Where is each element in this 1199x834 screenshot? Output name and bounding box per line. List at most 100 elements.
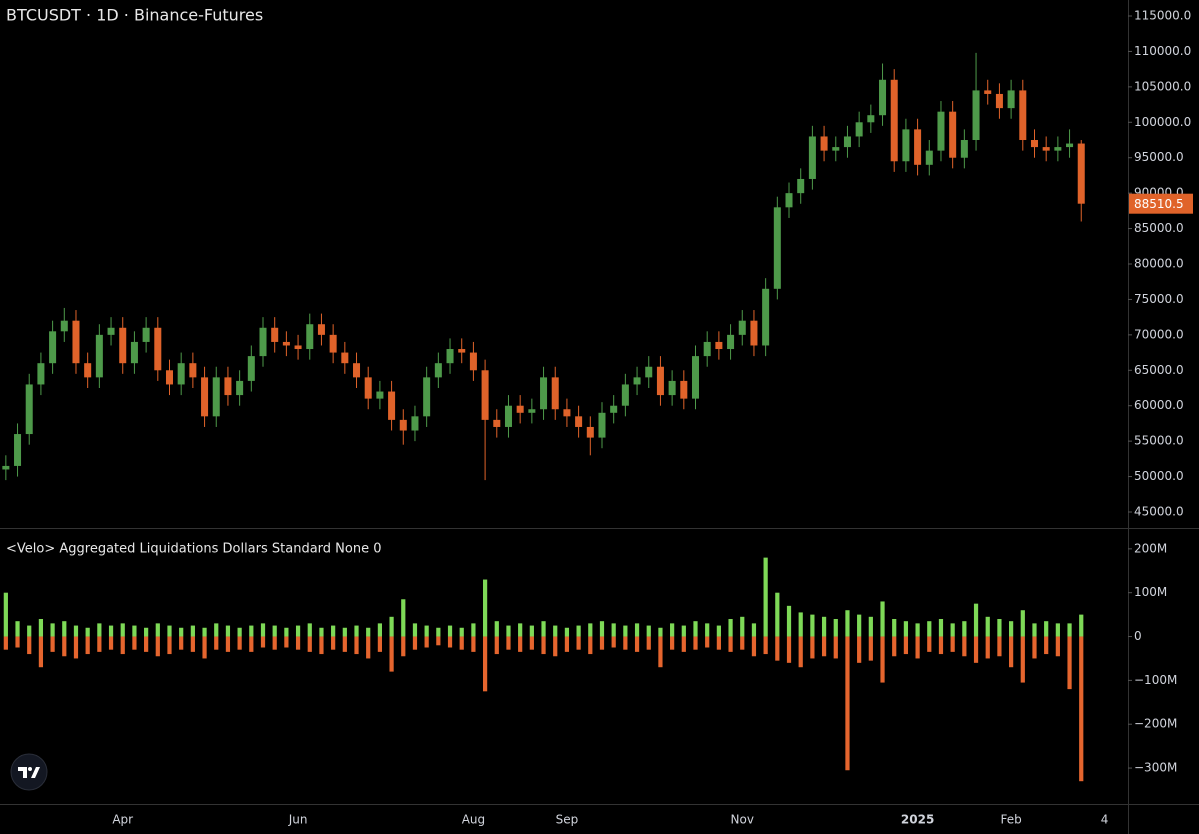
liquidation-bar (3, 592, 8, 637)
candle-body (119, 327, 127, 364)
candle-body (177, 363, 185, 385)
candle-body (282, 341, 290, 346)
y-tick-label: −200M (1134, 717, 1177, 731)
y-tick-label: 95000.0 (1134, 150, 1184, 164)
candle-body (820, 136, 828, 151)
liquidation-bar (319, 627, 324, 637)
liquidation-bar (85, 627, 90, 637)
x-tick-label: Nov (731, 813, 754, 827)
liquidation-bar (541, 636, 546, 655)
candle-body (586, 426, 594, 438)
liquidation-bar (1079, 636, 1084, 782)
liquidation-bar (97, 623, 102, 637)
liquidation-bar (272, 625, 277, 637)
liquidation-bar (225, 636, 231, 652)
candle-body (516, 405, 524, 413)
liquidation-bar (810, 636, 815, 659)
liquidation-bar (880, 601, 885, 637)
liquidation-bar (716, 625, 721, 637)
liquidation-bar (354, 625, 359, 637)
liquidation-bar (599, 636, 605, 650)
liquidation-bar (646, 636, 651, 650)
liquidation-bar (541, 621, 546, 637)
candle-body (306, 324, 314, 350)
liquidation-bar (295, 636, 301, 650)
liquidation-bar (915, 636, 920, 659)
y-tick-label: −100M (1134, 673, 1177, 687)
liquidation-bar (179, 636, 184, 650)
liquidation-bar (751, 623, 757, 637)
candle-body (703, 341, 711, 357)
candle-body (879, 79, 887, 116)
liquidation-bar (705, 636, 710, 648)
liquidation-bar (27, 636, 32, 655)
liquidation-bar (1032, 636, 1037, 659)
liquidation-bar (681, 636, 686, 652)
liquidation-bar (997, 636, 1002, 657)
candle-body (25, 384, 33, 435)
liquidation-bar (973, 603, 979, 637)
candle-body (60, 320, 68, 332)
liquidation-bar (108, 625, 114, 637)
liquidation-bar (108, 636, 114, 650)
y-tick-label: 50000.0 (1134, 469, 1184, 483)
liquidation-bar (167, 636, 172, 655)
liquidation-bar (401, 599, 406, 637)
candle-body (353, 363, 361, 378)
liquidation-bar (1067, 623, 1072, 637)
tradingview-logo[interactable] (10, 753, 48, 791)
candle-body (189, 363, 197, 378)
liquidation-bar (1032, 623, 1037, 637)
liquidation-bar (459, 627, 464, 637)
liquidation-bar (73, 625, 79, 637)
liquidation-bar (144, 636, 149, 652)
y-tick-label: 60000.0 (1134, 398, 1184, 412)
liquidation-bar (249, 625, 254, 637)
liquidation-bar (786, 636, 792, 663)
liquidation-bar (821, 616, 827, 637)
liquidation-bar (646, 625, 651, 637)
liquidation-bar (588, 623, 593, 637)
candle-body (773, 207, 781, 289)
liquidation-bar (389, 636, 394, 672)
last-price-box (1129, 193, 1193, 214)
y-tick-label: 75000.0 (1134, 292, 1184, 306)
candle-body (762, 288, 770, 346)
liquidation-bar (412, 623, 418, 637)
candle-body (493, 419, 501, 427)
liquidation-bar (693, 621, 698, 637)
logo-circle (10, 753, 48, 791)
liquidation-bar (798, 636, 803, 668)
candle-body (937, 111, 945, 151)
liquidation-bar (366, 636, 371, 659)
candle-body (797, 178, 805, 194)
x-tick-label: Sep (556, 813, 579, 827)
liquidation-bar (1067, 636, 1072, 690)
liquidation-bar (728, 636, 733, 652)
liquidation-bar (1055, 636, 1060, 657)
liquidation-bar (763, 636, 768, 655)
liquidation-bar (962, 636, 967, 657)
candle-body (399, 419, 407, 431)
liquidation-bar (658, 636, 663, 668)
liquidation-bar (892, 618, 897, 637)
logo-glyph (18, 767, 40, 778)
liquidation-bar (751, 636, 757, 657)
liquidation-bar (927, 636, 932, 652)
candle-body (130, 341, 138, 364)
liquidation-bar (857, 614, 862, 637)
candle-body (621, 384, 629, 406)
liquidation-bar (892, 636, 897, 657)
y-tick-label: 100000.0 (1134, 115, 1191, 129)
liquidation-bar (857, 636, 862, 663)
y-tick-label: 70000.0 (1134, 327, 1184, 341)
candle-body (376, 391, 384, 399)
candle-body (949, 111, 957, 158)
liquidation-bar (27, 625, 32, 637)
candle-body (271, 327, 279, 342)
liquidation-bar (775, 636, 780, 661)
liquidation-bar (62, 621, 67, 637)
candle-body (902, 129, 910, 162)
liquidation-bar (214, 623, 219, 637)
